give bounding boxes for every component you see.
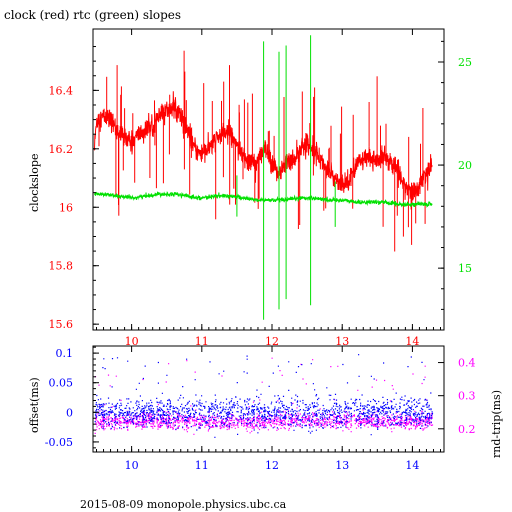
slopes-x-tick-label: 11	[195, 335, 209, 348]
rnd-trip-tick-label: 0.3	[458, 390, 476, 403]
footer-text: 2015-08-09 monopole.physics.ubc.ca	[80, 498, 287, 511]
offset-axis: -0.05 0 0.05 0.1	[45, 346, 99, 449]
offset-series	[94, 354, 434, 438]
rnd-trip-tick-label: 0.4	[458, 357, 476, 370]
rnd-trip-axis-label: rnd-trip(ms)	[490, 390, 503, 458]
chart-title: clock (red) rtc (green) slopes	[4, 8, 181, 22]
slopes-plot-frame	[92, 28, 445, 331]
offset-plot-frame	[92, 345, 445, 453]
slopes-panel: 15.6 15.8 16 16.2 16.4 15 20 25 10 11 12 13 14 clo…	[28, 28, 472, 348]
offset-points	[94, 354, 434, 438]
slopes-x-axis: 10 11 12 13 14	[96, 29, 441, 348]
rnd-trip-axis: 0.2 0.3 0.4	[438, 357, 476, 436]
slopes-x-tick-label: 12	[265, 335, 279, 348]
offset-tick-label: 0	[66, 406, 73, 419]
offset-x-tick-label: 13	[335, 459, 349, 472]
offset-x-axis: 10 11 12 13 14	[96, 346, 441, 472]
offset-x-tick-label: 10	[125, 459, 139, 472]
rnd-trip-tick-label: 0.2	[458, 423, 476, 436]
slopes-x-tick-label: 13	[335, 335, 349, 348]
offset-axis-label: offset(ms)	[28, 377, 41, 433]
clockslope-tick-label: 16.2	[49, 143, 74, 156]
slopes-x-tick-label: 14	[405, 335, 419, 348]
clockslope-axis-label: clockslope	[28, 154, 41, 212]
clockslope-tick-label: 15.6	[49, 318, 74, 331]
clockslope-tick-label: 16.4	[49, 84, 74, 97]
offset-x-tick-label: 12	[265, 459, 279, 472]
rtc-tick-label: 15	[458, 262, 472, 275]
clockslope-tick-label: 16	[59, 201, 73, 214]
clockslope-axis: 15.6 15.8 16 16.2 16.4	[49, 46, 99, 331]
rtc-series	[94, 35, 433, 320]
offset-tick-label: 0.05	[49, 377, 74, 390]
offset-panel: -0.05 0 0.05 0.1 0.2 0.3 0.4 10 11 12 13 14 offse…	[28, 345, 503, 472]
slopes-x-tick-label: 10	[125, 335, 139, 348]
rtc-axis: 15 20 25	[438, 40, 472, 310]
offset-x-tick-label: 11	[195, 459, 209, 472]
rtc-tick-label: 20	[458, 159, 472, 172]
offset-tick-label: -0.05	[45, 436, 73, 449]
offset-tick-label: 0.1	[56, 347, 74, 360]
clockslope-tick-label: 15.8	[49, 260, 74, 273]
clock-series	[93, 50, 433, 252]
offset-x-tick-label: 14	[405, 459, 419, 472]
rtc-tick-label: 25	[458, 56, 472, 69]
